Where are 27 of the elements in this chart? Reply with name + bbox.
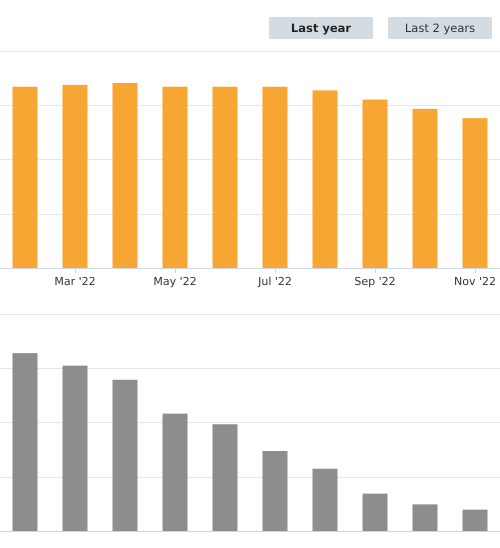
bar: [262, 450, 288, 531]
x-tick-label: Sep '22: [354, 275, 396, 288]
bar: [62, 366, 88, 531]
bar: [112, 83, 138, 268]
bar: [262, 86, 288, 268]
bar: [362, 494, 388, 531]
bar: [12, 86, 38, 268]
bar: [212, 424, 238, 531]
bar: [212, 86, 238, 268]
text: Last year: [269, 17, 373, 39]
bar: [112, 380, 138, 531]
x-tick-label: Nov '22: [454, 275, 496, 288]
bar: [62, 84, 88, 268]
bar: [12, 353, 38, 531]
bar: [162, 414, 188, 531]
bar: [362, 100, 388, 268]
bar: [412, 108, 438, 268]
bar: [412, 504, 438, 531]
bar: [462, 510, 488, 531]
bar: [162, 86, 188, 268]
x-tick-label: Jul '22: [257, 275, 292, 288]
text: Last 2 years: [388, 17, 492, 39]
bar: [462, 118, 488, 268]
bar: [312, 90, 338, 268]
x-tick-label: May '22: [153, 275, 197, 288]
bar: [312, 468, 338, 531]
x-tick-label: Mar '22: [54, 275, 96, 288]
